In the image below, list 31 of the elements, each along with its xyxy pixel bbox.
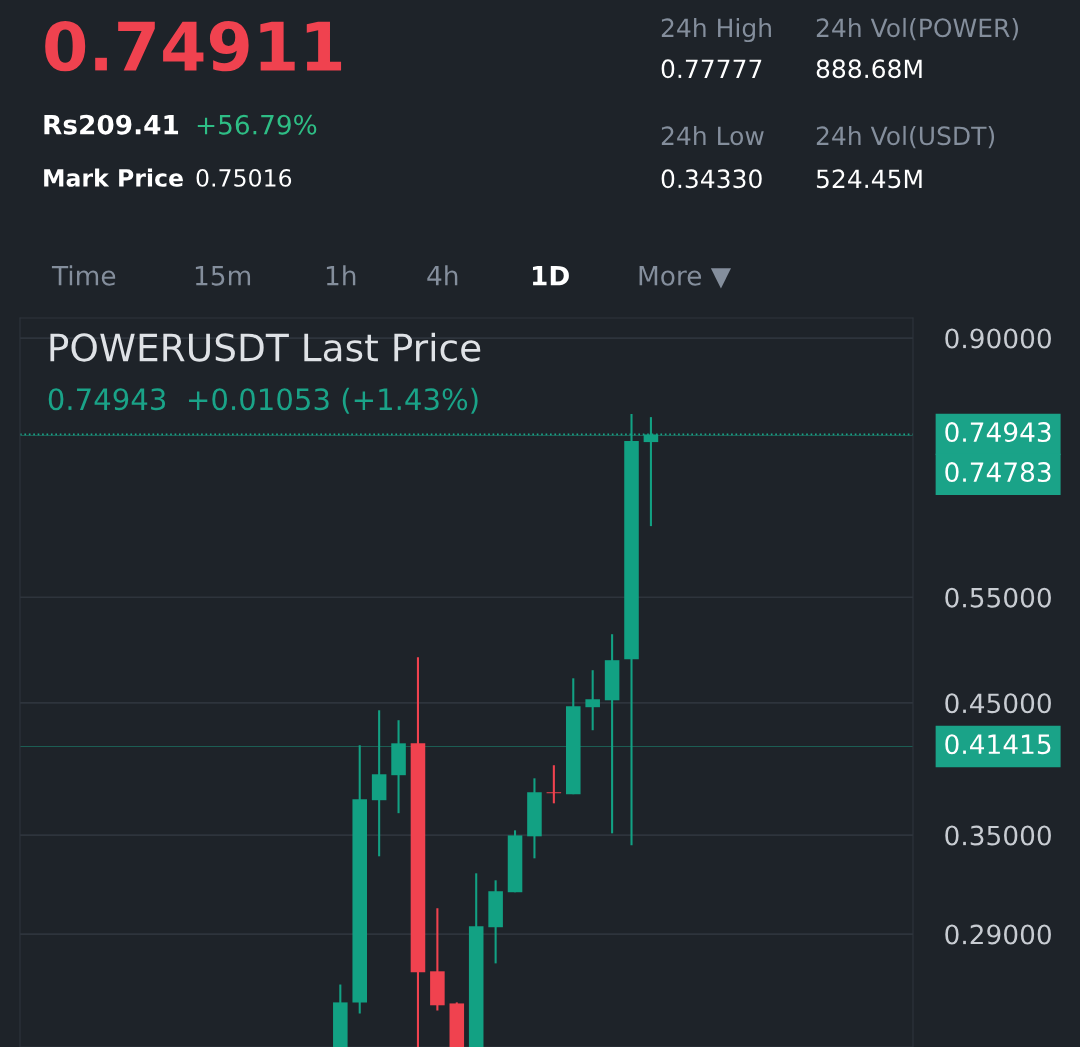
text: 524.45M xyxy=(816,169,922,189)
ref-line-label: 0.74943 xyxy=(945,422,1051,443)
legend-label: 0.74783 xyxy=(945,462,1051,483)
text: 0.75016 xyxy=(196,168,292,187)
text: 24h Low xyxy=(661,125,764,146)
text: +56.79% xyxy=(197,114,317,135)
chart-title: POWERUSDT Last Price xyxy=(50,332,481,362)
text: 4h xyxy=(427,265,458,286)
text: 0.77777 xyxy=(661,59,762,79)
text: 1D xyxy=(532,266,569,286)
y-tick-label: 0.45000 xyxy=(945,693,1051,714)
text: Mark Price xyxy=(44,168,183,187)
y-tick-label: 0.90000 xyxy=(945,328,1051,349)
text: 24h Vol(POWER) xyxy=(816,17,1019,41)
text: 0.74943 +0.01053 (+1.43%) xyxy=(48,387,478,414)
y-tick-label: 0.35000 xyxy=(945,825,1051,846)
text: 0.74911 xyxy=(45,20,342,72)
text: 24h Vol(USDT) xyxy=(816,125,995,149)
text: More ▼ xyxy=(639,266,732,289)
text: 15m xyxy=(195,266,251,286)
text: 0.34330 xyxy=(661,169,762,189)
y-tick-label: 0.29000 xyxy=(945,924,1051,945)
y-tick-label: 0.55000 xyxy=(945,587,1051,608)
candlestick xyxy=(585,669,600,732)
candlestick xyxy=(546,764,562,805)
text: 24h High xyxy=(661,17,771,43)
ref-line-label: 0.41415 xyxy=(945,734,1051,755)
text: 1h xyxy=(326,265,356,286)
text: 888.68M xyxy=(816,59,922,79)
text: Rs209.41 xyxy=(44,114,179,135)
text: Time xyxy=(51,265,116,286)
